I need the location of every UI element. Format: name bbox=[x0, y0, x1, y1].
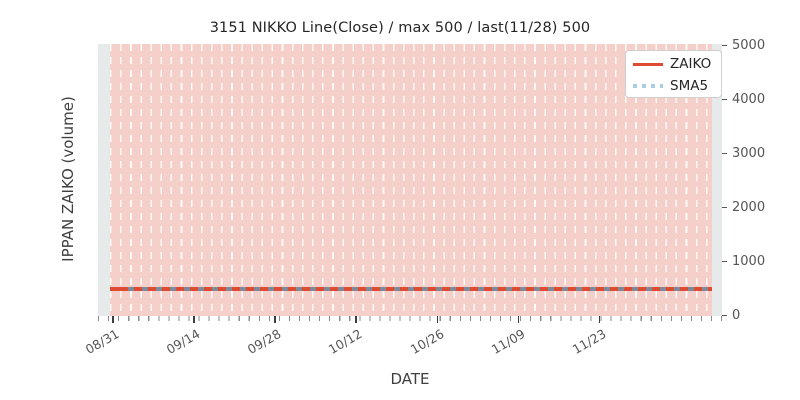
y-tick-label: 2000 bbox=[732, 199, 766, 215]
y-tick-mark bbox=[722, 98, 727, 101]
x-tick-label: 08/31 bbox=[82, 326, 122, 358]
y-tick-label: 5000 bbox=[732, 37, 766, 53]
y-tick-mark bbox=[722, 44, 727, 46]
y-tick-label: 3000 bbox=[732, 145, 766, 161]
y-tick-mark bbox=[722, 152, 727, 155]
legend-entry-sma5[interactable]: SMA5 bbox=[626, 75, 723, 97]
legend-swatch-icon bbox=[633, 63, 663, 67]
y-tick-mark bbox=[722, 260, 727, 263]
y-tick-label: 0 bbox=[732, 308, 741, 323]
y-tick-mark bbox=[722, 315, 727, 317]
x-tick-label: 10/12 bbox=[326, 326, 365, 358]
chart-title: 3151 NIKKO Line(Close) / max 500 / last(… bbox=[209, 20, 591, 36]
x-minor-ticks bbox=[98, 316, 722, 321]
x-tick-mark bbox=[517, 316, 520, 323]
x-tick-label: 09/14 bbox=[163, 326, 203, 358]
x-tick-mark bbox=[112, 316, 114, 323]
y-tick-label: 1000 bbox=[732, 253, 766, 269]
x-tick-mark bbox=[355, 316, 357, 323]
series-line-sma5 bbox=[128, 287, 712, 291]
x-tick-mark bbox=[274, 316, 276, 323]
x-tick-label: 11/23 bbox=[569, 326, 609, 358]
chart-legend[interactable]: ZAIKO SMA5 bbox=[625, 50, 722, 98]
x-tick-mark bbox=[436, 316, 439, 323]
x-tick-label: 11/09 bbox=[488, 326, 528, 358]
y-axis-title: IPPAN ZAIKO (volume) bbox=[59, 96, 77, 262]
x-tick-mark bbox=[193, 316, 195, 323]
plot-area bbox=[98, 44, 722, 316]
legend-label: ZAIKO bbox=[670, 56, 712, 72]
y-axis: 0 1000 2000 3000 4000 5000 bbox=[722, 38, 792, 323]
legend-label: SMA5 bbox=[670, 78, 709, 94]
legend-entry-zaiko[interactable]: ZAIKO bbox=[626, 53, 723, 75]
x-tick-mark bbox=[598, 316, 601, 323]
legend-swatch-icon bbox=[633, 84, 663, 88]
vertical-gridlines bbox=[110, 44, 712, 316]
x-tick-label: 09/28 bbox=[245, 326, 284, 358]
x-axis: 08/31 09/14 09/28 10/12 10/26 11/09 11/23 bbox=[83, 316, 722, 357]
y-tick-label: 4000 bbox=[732, 91, 766, 107]
x-tick-label: 10/26 bbox=[407, 326, 447, 358]
y-tick-mark bbox=[722, 206, 727, 209]
x-axis-title: DATE bbox=[390, 370, 430, 388]
